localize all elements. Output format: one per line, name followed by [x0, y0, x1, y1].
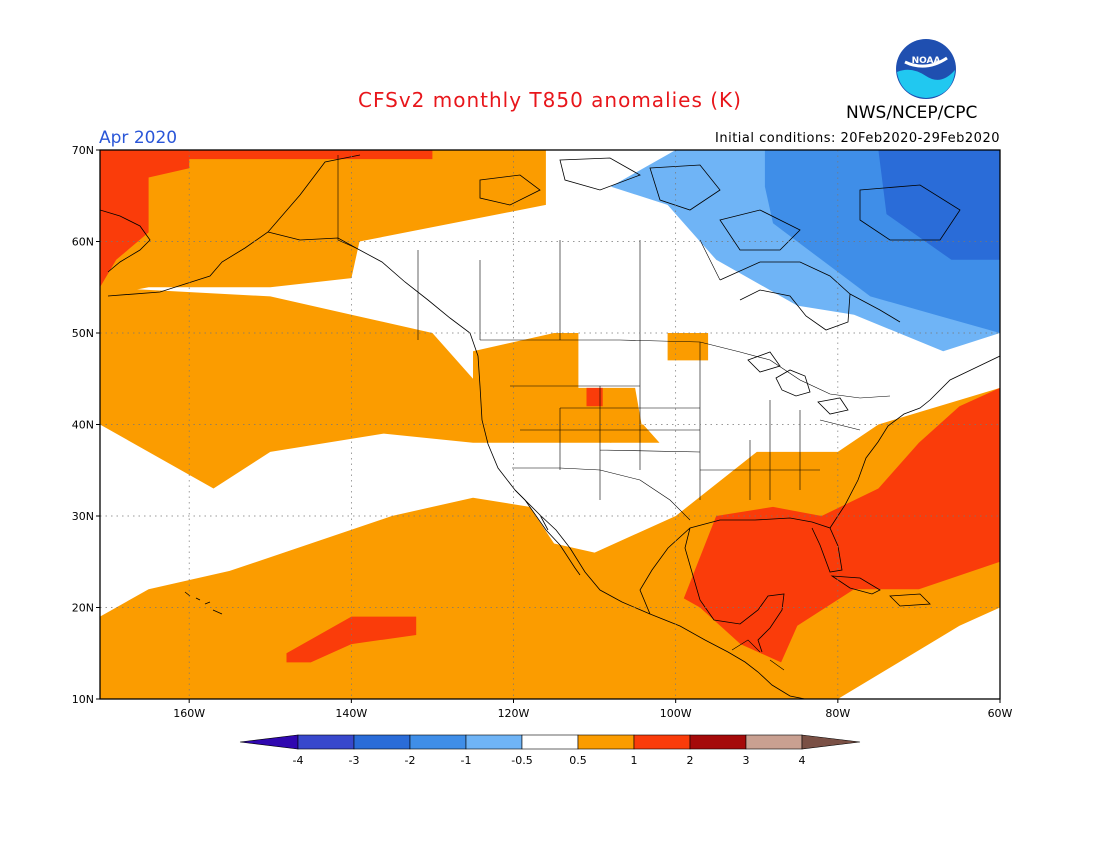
lon-label-120W: 120W — [498, 707, 530, 720]
canada-province-lines — [417, 239, 721, 340]
agency-label: NWS/NCEP/CPC — [846, 103, 978, 123]
atlantic-coast — [829, 355, 1000, 529]
colorbar-label: 3 — [743, 754, 750, 767]
na-pacific-coastline — [107, 154, 806, 699]
lon-label-140W: 140W — [335, 707, 367, 720]
hawaii-islands — [184, 591, 223, 615]
anomaly-region-pacific-nw-warm — [100, 287, 660, 489]
gulf-coast — [639, 517, 843, 653]
colorbar-label: -3 — [349, 754, 360, 767]
lon-label-100W: 100W — [660, 707, 692, 720]
political-borders — [337, 155, 891, 671]
coastlines — [100, 154, 1000, 699]
us-canada-border — [480, 339, 891, 399]
chukotka-coast — [100, 209, 151, 273]
anomaly-region-wyoming-warm — [586, 387, 603, 407]
us-mexico-border — [512, 467, 691, 521]
colorbar-swatch — [745, 734, 803, 750]
colorbar-label: 0.5 — [569, 754, 587, 767]
anomaly-region-ontario-warm — [667, 333, 709, 361]
colorbar-swatch — [409, 734, 467, 750]
anomaly-region-beaufort-warm — [181, 150, 433, 160]
colorbar-arrow-right — [801, 734, 861, 750]
noaa-logo-text: NOAA — [912, 56, 941, 66]
central-america-borders — [731, 639, 785, 671]
great-lakes — [747, 351, 849, 415]
colorbar-swatch — [353, 734, 411, 750]
colorbar-swatch — [689, 734, 747, 750]
anomaly-region-great-plains-warm — [473, 333, 644, 443]
colorbar-swatch — [521, 734, 579, 750]
noaa-logo: NOAA — [895, 38, 957, 100]
lon-label-160W: 160W — [173, 707, 205, 720]
lat-label-60N: 60N — [72, 236, 94, 249]
colorbar-swatch — [577, 734, 635, 750]
colorbar-label: 1 — [631, 754, 638, 767]
baja-california — [514, 489, 581, 576]
arctic-islands — [479, 157, 961, 251]
cuba-caribbean — [830, 575, 931, 607]
colorbar-swatch — [297, 734, 355, 750]
lat-label-70N: 70N — [72, 144, 94, 157]
hudson-bay-coast — [719, 261, 901, 331]
colorbar-label: -2 — [405, 754, 416, 767]
colorbar-label: -4 — [293, 754, 304, 767]
us-state-lines — [510, 340, 861, 500]
lat-label-40N: 40N — [72, 419, 94, 432]
lon-label-60W: 60W — [988, 707, 1013, 720]
lat-label-50N: 50N — [72, 327, 94, 340]
lon-label-80W: 80W — [825, 707, 850, 720]
forecast-period: Apr 2020 — [99, 128, 178, 148]
anomaly-region-gulf-of-mexico-warm — [683, 387, 1000, 663]
colorbar-label: 4 — [799, 754, 806, 767]
anomaly-region-chukotka-warm — [100, 150, 190, 288]
initial-conditions: Initial conditions: 20Feb2020-29Feb2020 — [715, 131, 1000, 146]
colorbar-arrow-left — [239, 734, 299, 750]
colorbar: -4 -3 -2 -1 -0.5 0.5 1 2 3 4 — [239, 734, 861, 767]
colorbar-label: -0.5 — [511, 754, 532, 767]
anomaly-region-alaska-bering-warm — [100, 150, 546, 297]
lat-label-20N: 20N — [72, 602, 94, 615]
alaska-border — [337, 155, 357, 249]
lat-label-30N: 30N — [72, 510, 94, 523]
map-axis-ticks: 70N 60N 50N 40N 30N 20N 10N 160W 140W 120W 100W 80W… — [72, 144, 1013, 720]
map-title: CFSv2 monthly T850 anomalies (K) — [358, 88, 742, 112]
colorbar-swatch — [633, 734, 691, 750]
colorbar-swatch — [465, 734, 523, 750]
lat-lon-gridlines — [100, 150, 1000, 699]
lat-label-10N: 10N — [72, 693, 94, 706]
anomaly-region-baffin-cool — [878, 150, 1000, 260]
colorbar-label: -1 — [461, 754, 472, 767]
colorbar-label: 2 — [687, 754, 694, 767]
